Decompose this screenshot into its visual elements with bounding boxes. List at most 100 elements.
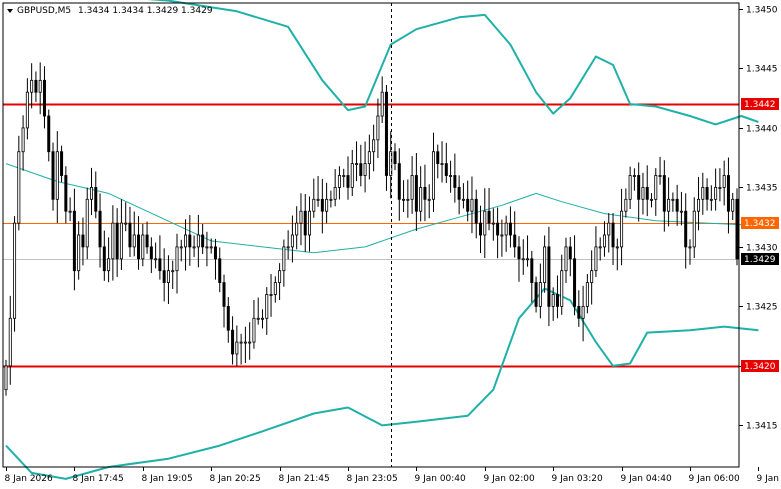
candle[interactable] xyxy=(149,237,153,274)
candle[interactable] xyxy=(128,206,132,257)
candle[interactable] xyxy=(598,237,602,261)
candle[interactable] xyxy=(269,274,273,317)
candle[interactable] xyxy=(231,316,235,365)
candle[interactable] xyxy=(667,177,671,227)
candle[interactable] xyxy=(530,250,534,303)
candle[interactable] xyxy=(60,145,64,183)
candle[interactable] xyxy=(329,190,333,208)
candle[interactable] xyxy=(679,191,683,226)
candle[interactable] xyxy=(615,238,619,271)
candle[interactable] xyxy=(295,206,299,250)
candle[interactable] xyxy=(17,135,21,231)
candle[interactable] xyxy=(213,238,217,280)
candle[interactable] xyxy=(256,297,260,325)
candle[interactable] xyxy=(299,193,303,246)
candle[interactable] xyxy=(115,208,119,277)
candle[interactable] xyxy=(431,132,435,212)
candle[interactable] xyxy=(508,206,512,248)
candle[interactable] xyxy=(316,176,320,207)
candle[interactable] xyxy=(474,189,478,239)
candle[interactable] xyxy=(350,149,354,197)
candle[interactable] xyxy=(372,124,376,172)
candle[interactable] xyxy=(513,211,517,258)
candle[interactable] xyxy=(624,188,628,218)
candle[interactable] xyxy=(487,187,491,231)
candle[interactable] xyxy=(376,98,380,159)
candle[interactable] xyxy=(30,63,34,109)
candle[interactable] xyxy=(577,290,581,327)
candle[interactable] xyxy=(77,221,81,280)
candle[interactable] xyxy=(94,171,98,219)
candle[interactable] xyxy=(342,168,346,188)
candle[interactable] xyxy=(355,141,359,182)
candle[interactable] xyxy=(38,62,42,115)
candle[interactable] xyxy=(551,287,555,321)
candle[interactable] xyxy=(718,168,722,202)
candle[interactable] xyxy=(248,322,252,360)
candle[interactable] xyxy=(436,144,440,179)
candle[interactable] xyxy=(273,276,277,303)
candle[interactable] xyxy=(735,188,739,266)
candle[interactable] xyxy=(573,235,577,316)
candle[interactable] xyxy=(363,141,367,193)
candle[interactable] xyxy=(252,300,256,349)
candle[interactable] xyxy=(346,156,350,200)
candle[interactable] xyxy=(500,219,504,257)
candle[interactable] xyxy=(461,183,465,209)
candle[interactable] xyxy=(504,215,508,252)
candle[interactable] xyxy=(594,226,598,278)
candle[interactable] xyxy=(312,178,316,218)
candle[interactable] xyxy=(521,239,525,275)
candle[interactable] xyxy=(389,131,393,199)
candle[interactable] xyxy=(444,142,448,184)
candle[interactable] xyxy=(410,156,414,214)
candle[interactable] xyxy=(89,167,93,216)
candle[interactable] xyxy=(188,215,192,266)
candle[interactable] xyxy=(611,213,615,266)
candle[interactable] xyxy=(308,196,312,252)
candle[interactable] xyxy=(658,156,662,185)
candle[interactable] xyxy=(320,178,324,234)
candle[interactable] xyxy=(132,211,136,257)
candle[interactable] xyxy=(697,176,701,231)
candle[interactable] xyxy=(184,219,188,271)
candle[interactable] xyxy=(701,172,705,215)
candle[interactable] xyxy=(303,193,307,252)
candle[interactable] xyxy=(406,179,410,218)
candle[interactable] xyxy=(137,216,141,270)
candle[interactable] xyxy=(731,192,735,220)
candle[interactable] xyxy=(124,202,128,232)
candle[interactable] xyxy=(34,71,38,102)
candle[interactable] xyxy=(620,188,624,266)
candle[interactable] xyxy=(175,233,179,294)
candle[interactable] xyxy=(637,162,641,222)
candle[interactable] xyxy=(568,236,572,277)
candle[interactable] xyxy=(209,238,213,254)
candle[interactable] xyxy=(384,84,388,191)
candle[interactable] xyxy=(55,131,59,223)
candle[interactable] xyxy=(235,325,239,367)
candle[interactable] xyxy=(102,230,106,281)
candle[interactable] xyxy=(98,193,102,268)
candle[interactable] xyxy=(81,217,85,266)
candle[interactable] xyxy=(367,134,371,180)
candle[interactable] xyxy=(726,157,730,234)
candle[interactable] xyxy=(645,165,649,217)
candle[interactable] xyxy=(205,231,209,267)
candle[interactable] xyxy=(196,214,200,268)
candle[interactable] xyxy=(449,160,453,193)
candle[interactable] xyxy=(585,274,589,314)
candle[interactable] xyxy=(714,168,718,211)
candle[interactable] xyxy=(4,359,8,396)
candle[interactable] xyxy=(414,153,418,231)
candle[interactable] xyxy=(85,187,89,260)
candle[interactable] xyxy=(239,333,243,365)
candle[interactable] xyxy=(107,237,111,283)
candle[interactable] xyxy=(260,309,264,329)
candle[interactable] xyxy=(192,235,196,257)
candle[interactable] xyxy=(21,115,25,171)
candle[interactable] xyxy=(419,166,423,222)
candle[interactable] xyxy=(13,216,17,332)
candle[interactable] xyxy=(453,153,457,203)
candle[interactable] xyxy=(491,208,495,241)
